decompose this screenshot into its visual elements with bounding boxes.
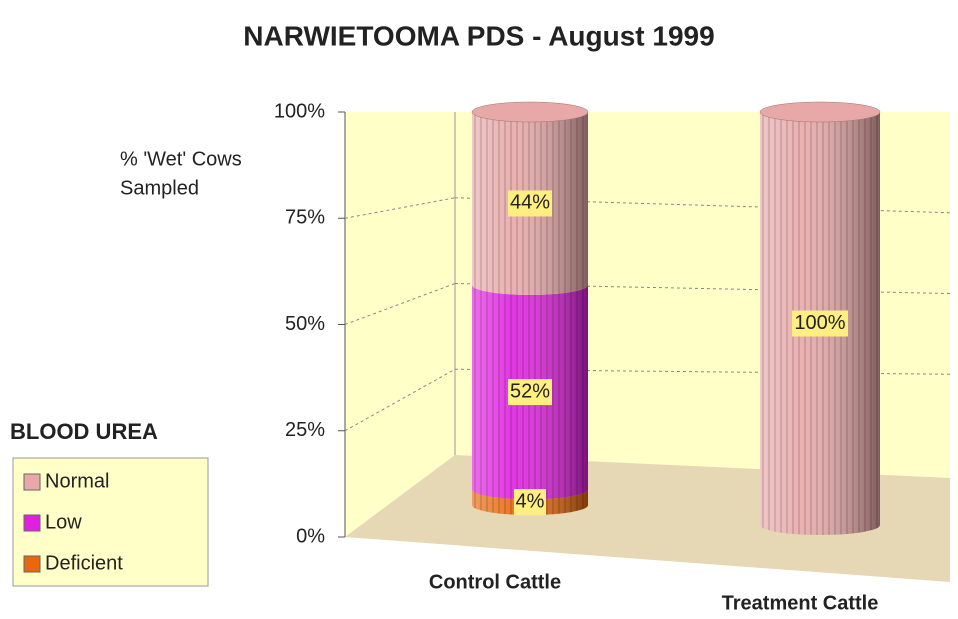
y-tick-label: 25% [285,419,325,441]
data-label: 100% [794,312,845,334]
grid-line [344,283,456,325]
legend-label: Normal [45,470,109,492]
bar-top [759,101,881,123]
y-axis-label: Sampled [120,177,199,199]
grid-line [454,197,951,214]
y-tick-label: 100% [274,100,325,122]
grid-line [344,197,456,219]
data-label: 4% [516,490,545,512]
data-label-box [508,190,552,217]
grid-line [454,368,951,375]
x-tick-label: Treatment Cattle [722,592,879,614]
y-tick-label: 50% [285,313,325,335]
legend-swatch [23,473,41,491]
legend-swatch [23,555,41,573]
legend-box [12,457,209,587]
legend-label: Deficient [45,552,123,574]
data-label: 52% [510,380,550,402]
y-tick-label: 0% [296,525,325,547]
data-label-box [514,489,546,516]
data-label-box [508,379,552,406]
data-label: 44% [510,192,550,214]
legend-swatch [23,514,41,532]
y-axis-label: % 'Wet' Cows [120,148,242,170]
chart-title: NARWIETOOMA PDS - August 1999 [243,20,714,51]
grid-line [454,283,951,294]
y-tick-label: 75% [285,207,325,229]
legend-label: Low [45,511,82,533]
legend-title: BLOOD UREA [10,419,158,444]
bar-top [471,101,589,123]
data-label-box [792,310,848,337]
x-tick-label: Control Cattle [429,571,561,593]
